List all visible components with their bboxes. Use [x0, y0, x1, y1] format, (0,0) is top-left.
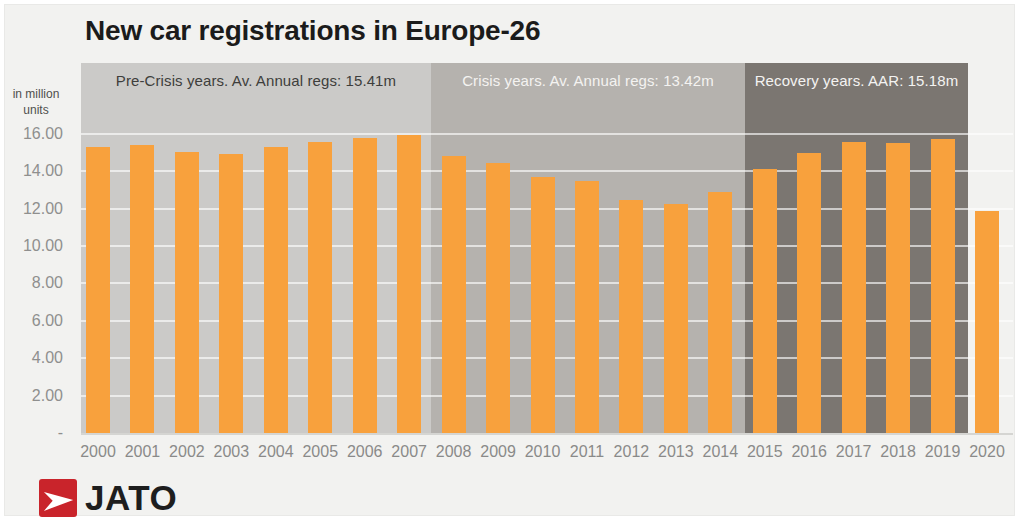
y-tick-label-12: 12.00: [5, 200, 63, 218]
x-tick-label-2004: 2004: [252, 443, 300, 461]
bar-2000: [86, 147, 110, 433]
bar-2015: [753, 169, 777, 433]
bar-2016: [797, 153, 821, 434]
bar-2009: [486, 163, 510, 433]
x-tick-label-2002: 2002: [163, 443, 211, 461]
chart-title: New car registrations in Europe-26: [85, 15, 540, 47]
x-tick-label-2011: 2011: [563, 443, 611, 461]
x-tick-label-2012: 2012: [607, 443, 655, 461]
x-axis-line: [81, 433, 1013, 435]
y-tick-label-14: 14.00: [5, 162, 63, 180]
x-tick-label-2020: 2020: [963, 443, 1011, 461]
x-tick-label-2019: 2019: [919, 443, 967, 461]
x-tick-label-2013: 2013: [652, 443, 700, 461]
bar-2017: [842, 142, 866, 433]
bar-2001: [130, 145, 154, 433]
band-label-recovery: Recovery years. AAR: 15.18m: [745, 63, 968, 89]
x-tick-label-2001: 2001: [118, 443, 166, 461]
page-frame: New car registrations in Europe-26 in mi…: [0, 0, 1024, 531]
x-tick-label-2005: 2005: [296, 443, 344, 461]
x-tick-label-2003: 2003: [207, 443, 255, 461]
bar-2013: [664, 204, 688, 433]
jato-logo: JATO: [39, 479, 177, 517]
bar-2002: [175, 152, 199, 433]
gridline-16: [81, 133, 1013, 135]
band-label-crisis: Crisis years. Av. Annual regs: 13.42m: [431, 63, 745, 89]
x-tick-label-2009: 2009: [474, 443, 522, 461]
x-tick-label-2018: 2018: [874, 443, 922, 461]
chart-canvas: New car registrations in Europe-26 in mi…: [4, 4, 1015, 516]
bar-2008: [442, 156, 466, 433]
x-tick-label-2015: 2015: [741, 443, 789, 461]
y-tick-label-6: 6.00: [5, 312, 63, 330]
bar-2014: [708, 192, 732, 433]
y-tick-label-2: 2.00: [5, 387, 63, 405]
x-tick-label-2000: 2000: [74, 443, 122, 461]
band-label-pre-crisis: Pre-Crisis years. Av. Annual regs: 15.41…: [81, 63, 431, 89]
bar-2006: [353, 138, 377, 433]
bar-2011: [575, 181, 599, 433]
jato-logo-text: JATO: [85, 479, 177, 517]
bar-2018: [886, 143, 910, 433]
x-tick-label-2016: 2016: [785, 443, 833, 461]
jato-arrow-icon: [39, 479, 77, 517]
bar-2003: [219, 154, 243, 433]
x-tick-label-2008: 2008: [430, 443, 478, 461]
y-tick-label-0: -: [5, 424, 63, 442]
x-tick-label-2007: 2007: [385, 443, 433, 461]
y-tick-label-10: 10.00: [5, 237, 63, 255]
bar-2010: [531, 177, 555, 433]
bar-2020: [975, 211, 999, 433]
y-tick-label-8: 8.00: [5, 274, 63, 292]
bar-2005: [308, 142, 332, 433]
x-tick-label-2006: 2006: [341, 443, 389, 461]
x-tick-label-2010: 2010: [519, 443, 567, 461]
x-tick-label-2017: 2017: [830, 443, 878, 461]
bar-2012: [619, 200, 643, 433]
bar-2019: [931, 139, 955, 433]
y-tick-label-4: 4.00: [5, 349, 63, 367]
jato-logo-mark: [39, 479, 77, 517]
bar-2004: [264, 147, 288, 433]
y-axis-unit-label: in million units: [5, 87, 67, 118]
x-tick-label-2014: 2014: [696, 443, 744, 461]
y-tick-label-16: 16.00: [5, 125, 63, 143]
bar-2007: [397, 135, 421, 433]
